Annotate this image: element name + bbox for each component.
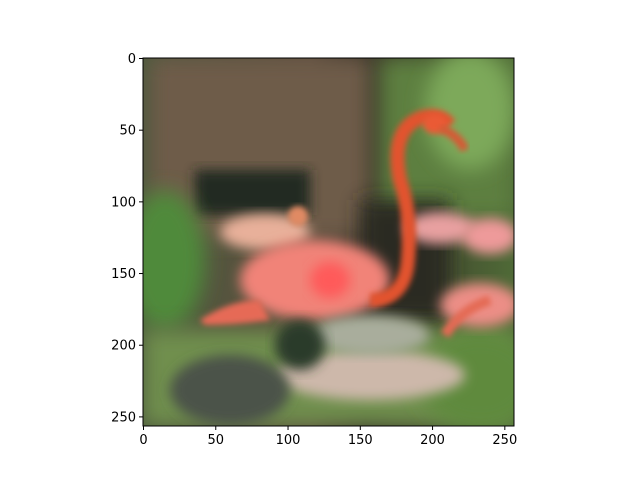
y-tick-label: 150 [111,267,136,282]
flamingo-photo [143,58,514,426]
x-axis: 0 50 100 150 200 250 [139,426,517,448]
x-tick-label: 100 [276,433,301,448]
x-tick-label: 250 [492,433,517,448]
y-tick-label: 200 [111,339,136,354]
y-tick-label: 0 [128,52,136,67]
y-tick-label: 50 [119,124,136,139]
x-tick-label: 0 [139,433,147,448]
y-tick-label: 100 [111,195,136,210]
x-tick-label: 150 [348,433,373,448]
y-axis: 0 50 100 150 200 250 [111,52,143,425]
x-tick-label: 200 [420,433,445,448]
axes-frame [142,57,515,427]
x-tick-label: 50 [207,433,224,448]
y-tick-label: 250 [111,410,136,425]
